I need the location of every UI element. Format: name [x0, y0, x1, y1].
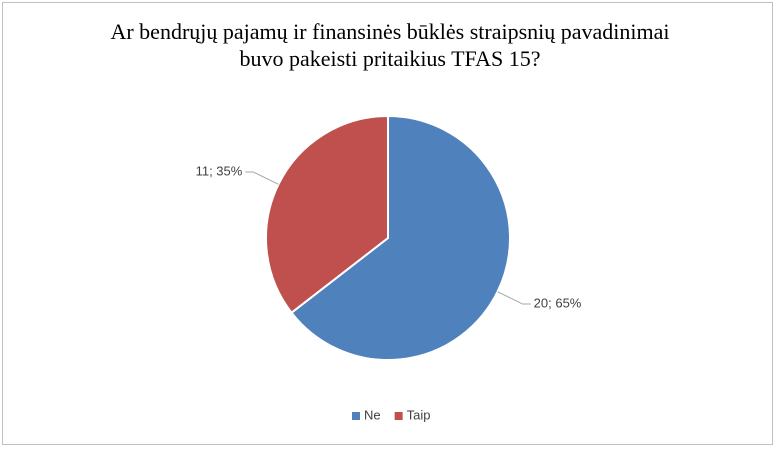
data-label: 11; 35%	[196, 163, 243, 178]
leader-line	[497, 291, 531, 305]
legend-label: Ne	[364, 407, 381, 422]
data-label: 20; 65%	[534, 295, 582, 310]
chart-title: Ar bendrųjų pajamų ir finansinės būklės …	[110, 19, 670, 71]
leader-line	[245, 171, 279, 185]
legend-label: Taip	[407, 407, 431, 422]
legend-swatch	[352, 412, 360, 420]
pie-slice	[290, 114, 511, 361]
legend-swatch	[394, 412, 403, 420]
